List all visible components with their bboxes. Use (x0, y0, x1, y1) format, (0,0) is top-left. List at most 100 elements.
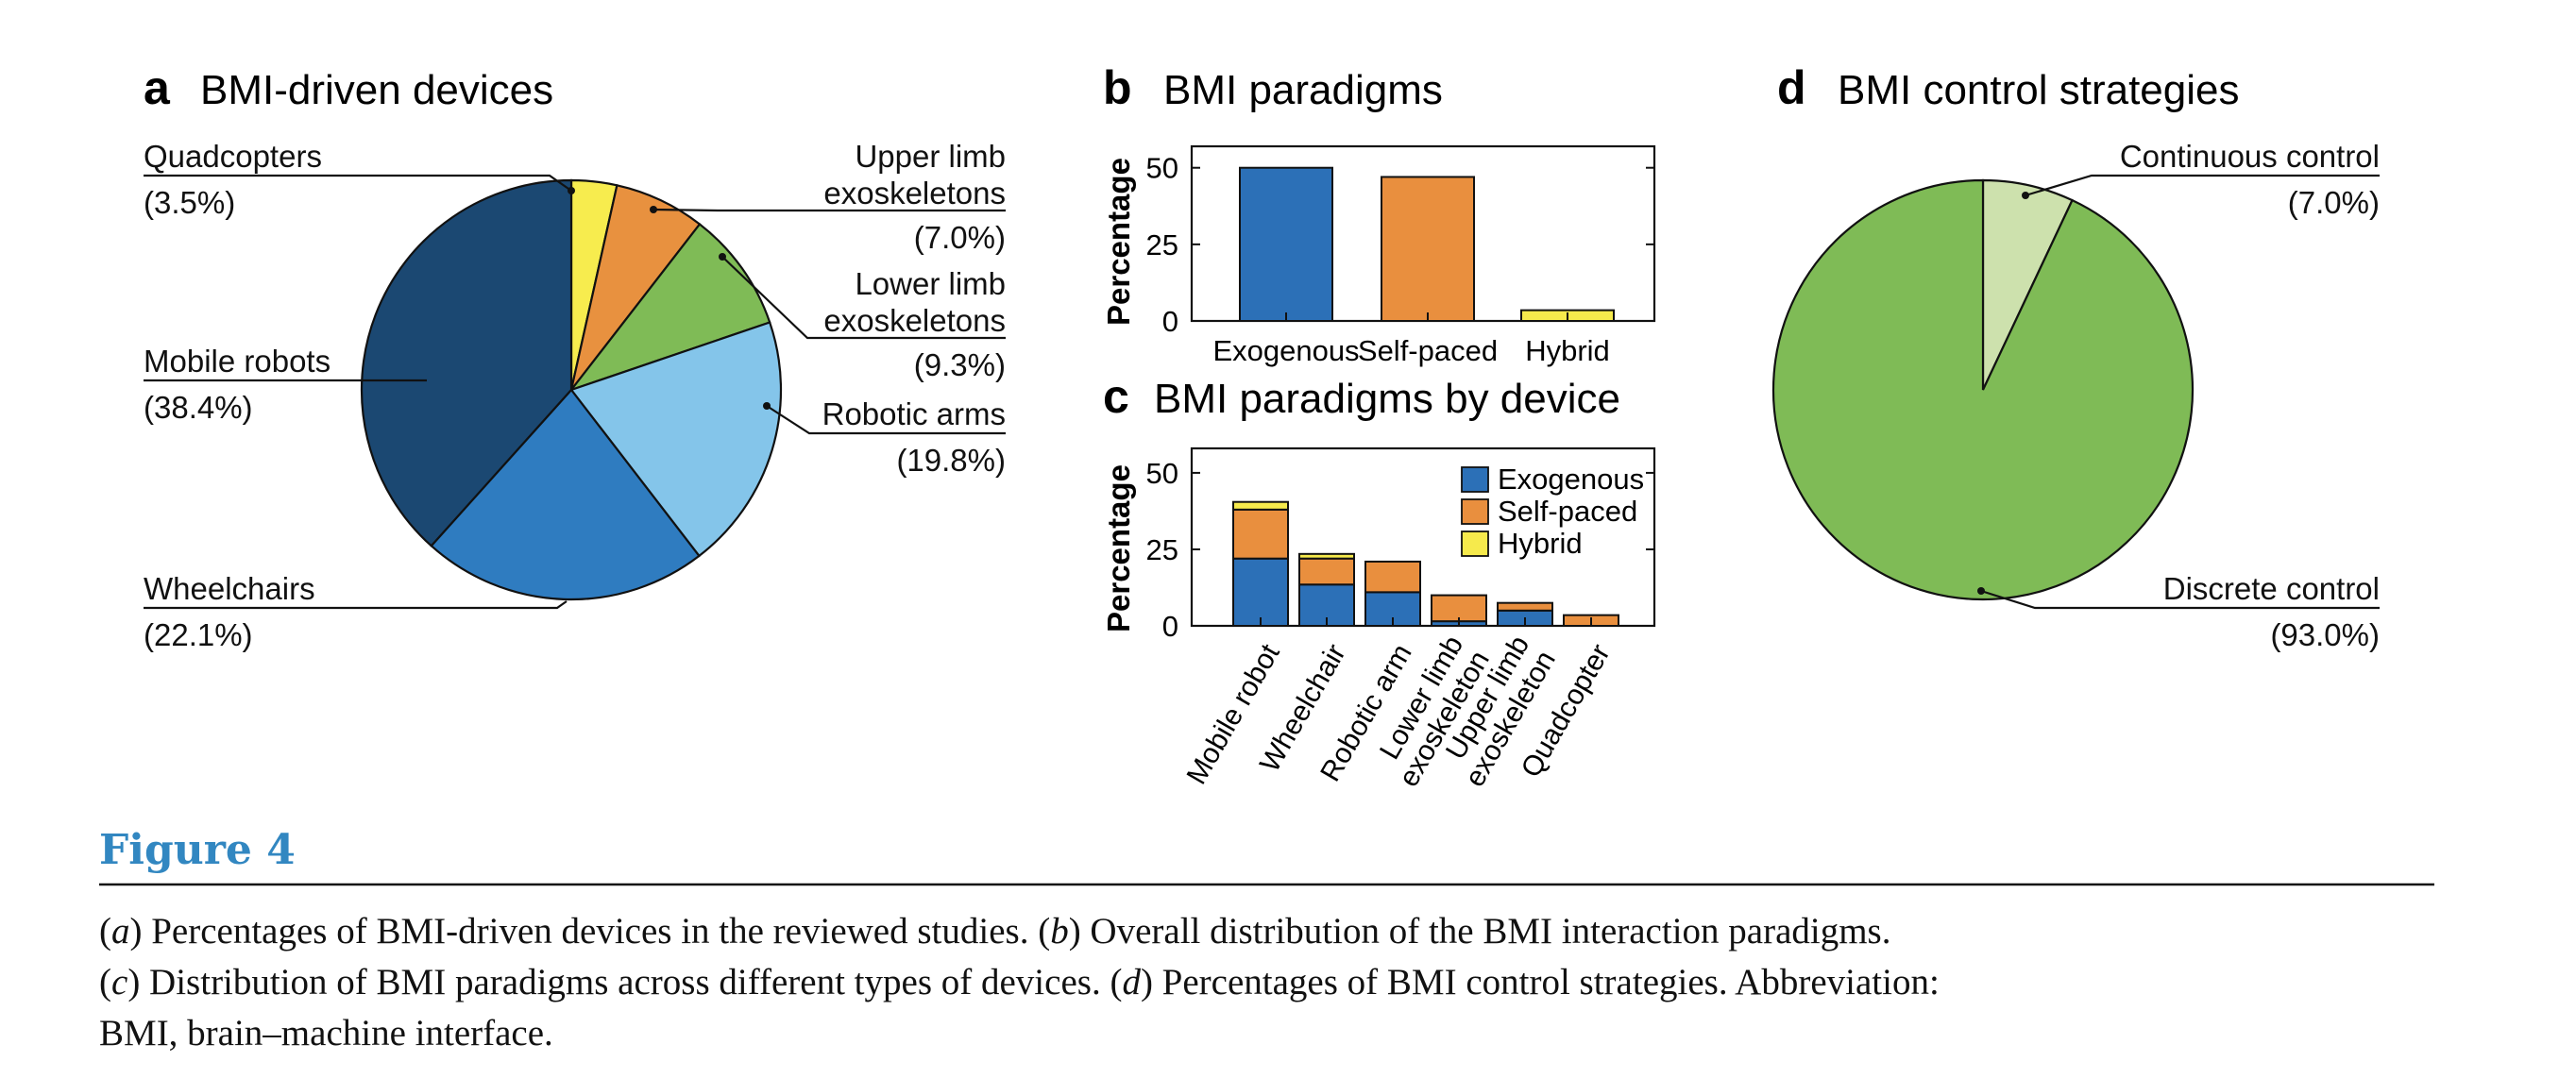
caption-text-b: ) Overall distribution of the BMI intera… (1068, 911, 1891, 952)
label-wheelchairs: Wheelchairs (144, 571, 315, 606)
legend-swatch-exogenous (1461, 466, 1489, 493)
pie-chart-devices (360, 178, 783, 601)
bar-segment-mobile-robot-exogenous (1232, 557, 1289, 627)
caption-text-c: ) Distribution of BMI paradigms across d… (127, 962, 1123, 1002)
pie-slice-robotic-arms (569, 321, 783, 558)
y-tick-label: 25 (1146, 533, 1178, 566)
leader-discrete (1980, 589, 2380, 610)
y-tick-label: 0 (1162, 610, 1178, 643)
panel-d: d BMI control strategies Continuous cont… (1771, 61, 2380, 652)
dot-upper-limb (650, 206, 657, 213)
panel-c-title: BMI paradigms by device (1154, 376, 1620, 422)
leader-wheelchairs (144, 600, 568, 610)
value-wheelchairs: (22.1%) (144, 617, 253, 652)
pie-slice-lower-limb-exoskeletons (568, 222, 771, 393)
caption-text-d: ) Percentages of BMI control strategies.… (1140, 962, 1940, 1002)
pie-slice-discrete-control (1771, 178, 2195, 601)
panel-a-letter: a (144, 61, 171, 114)
pie-chart-control (1771, 178, 2195, 601)
bar-segment-robotic-arm-self-paced (1364, 560, 1421, 594)
panel-c: c BMI paradigms by device Percentage 0 25… (1101, 370, 1656, 792)
label-upper-limb-2: exoskeletons (823, 176, 1006, 211)
legend-label-hybrid: Hybrid (1498, 527, 1583, 560)
dot-quadcopters (568, 187, 575, 194)
label-robotic-arms: Robotic arms (822, 396, 1006, 431)
y-tick-label: 0 (1162, 305, 1178, 338)
x-tick-label-exogenous: Exogenous (1212, 334, 1359, 367)
caption-paren-c: ( (99, 962, 111, 1002)
pie-slice-mobile-robots (360, 178, 573, 547)
bar-exogenous (1239, 166, 1333, 322)
caption-letter-a: a (111, 911, 130, 952)
dot-continuous (2022, 192, 2029, 199)
value-robotic-arms: (19.8%) (896, 443, 1006, 478)
value-lower-limb: (9.3%) (914, 347, 1006, 382)
panel-d-letter: d (1777, 61, 1806, 114)
caption-text-a: ) Percentages of BMI-driven devices in t… (129, 911, 1051, 952)
pie-a-leader-lines (144, 174, 1006, 610)
panel-a: a BMI-driven devices Quadcopters (3.5%) … (144, 61, 1006, 652)
legend-label-exogenous: Exogenous (1498, 463, 1644, 496)
x-tick-label-self-paced: Self-paced (1358, 334, 1498, 367)
panel-b-ylabel: Percentage (1101, 158, 1136, 326)
value-upper-limb: (7.0%) (914, 220, 1006, 255)
panel-d-title: BMI control strategies (1838, 67, 2240, 113)
pie-d-labels: Continuous control (7.0%) Discrete contr… (2120, 139, 2380, 652)
value-discrete-control: (93.0%) (2270, 617, 2380, 652)
pie-d-leader-lines (1980, 174, 2380, 610)
bar-segment-mobile-robot-self-paced (1232, 508, 1289, 560)
label-mobile-robots: Mobile robots (144, 344, 330, 379)
bar-segment-wheelchair-hybrid (1298, 552, 1355, 560)
y-tick-label: 50 (1146, 152, 1178, 185)
leader-upper-limb (652, 208, 1006, 212)
label-upper-limb-1: Upper limb (855, 139, 1006, 174)
panel-b-letter: b (1103, 61, 1132, 114)
label-discrete-control: Discrete control (2163, 571, 2380, 606)
dot-robotic-arms (763, 402, 771, 410)
caption-line-2: (c) Distribution of BMI paradigms across… (99, 957, 2441, 1008)
label-quadcopters: Quadcopters (144, 139, 322, 174)
y-tick-label: 50 (1146, 457, 1178, 490)
pie-slice-wheelchairs (430, 388, 701, 601)
caption-line-3: BMI, brain–machine interface. (99, 1013, 553, 1053)
dot-lower-limb (719, 253, 726, 261)
panel-b-title: BMI paradigms (1163, 67, 1443, 113)
value-mobile-robots: (38.4%) (144, 390, 253, 425)
pie-a-leader-dots (568, 187, 771, 410)
label-lower-limb-1: Lower limb (855, 266, 1006, 301)
pie-a-labels: Quadcopters (3.5%) Upper limb exoskeleto… (144, 139, 1006, 652)
bar-segment-upper-limb-exoskeleton-self-paced (1497, 601, 1553, 612)
x-tick-label-hybrid: Hybrid (1525, 334, 1610, 367)
dot-discrete (1977, 587, 1985, 595)
bar-segment-mobile-robot-hybrid (1232, 500, 1289, 511)
bar-segment-wheelchair-self-paced (1298, 557, 1355, 586)
caption-letter-c: c (111, 962, 128, 1002)
label-lower-limb-2: exoskeletons (823, 303, 1006, 338)
value-quadcopters: (3.5%) (144, 185, 235, 220)
panel-b: b BMI paradigms Percentage 0 25 50 Exogenou… (1101, 61, 1656, 367)
legend-swatch-self-paced (1461, 498, 1489, 525)
figure-caption: (a) Percentages of BMI-driven devices in… (99, 906, 2441, 1059)
figure-label: Figure 4 (99, 826, 296, 874)
caption-line-1: (a) Percentages of BMI-driven devices in… (99, 906, 2441, 957)
panel-a-title: BMI-driven devices (200, 67, 553, 113)
leader-robotic-arms (766, 405, 1006, 435)
caption-letter-b: b (1050, 911, 1069, 952)
caption-paren: ( (99, 911, 111, 952)
pie-d-leader-dots (1977, 192, 2029, 595)
plot-frame (1190, 446, 1656, 628)
bar-self-paced (1381, 176, 1475, 322)
y-tick-label: 25 (1146, 228, 1178, 261)
bar-segment-lower-limb-exoskeleton-self-paced (1431, 594, 1487, 623)
value-continuous-control: (7.0%) (2288, 185, 2380, 220)
leader-lower-limb (721, 256, 1006, 340)
label-continuous-control: Continuous control (2120, 139, 2380, 174)
legend-swatch-hybrid (1461, 531, 1489, 557)
panel-c-letter: c (1103, 370, 1129, 423)
leader-quadcopters (144, 174, 572, 192)
leader-continuous (2025, 174, 2380, 197)
legend-label-self-paced: Self-paced (1498, 495, 1637, 528)
